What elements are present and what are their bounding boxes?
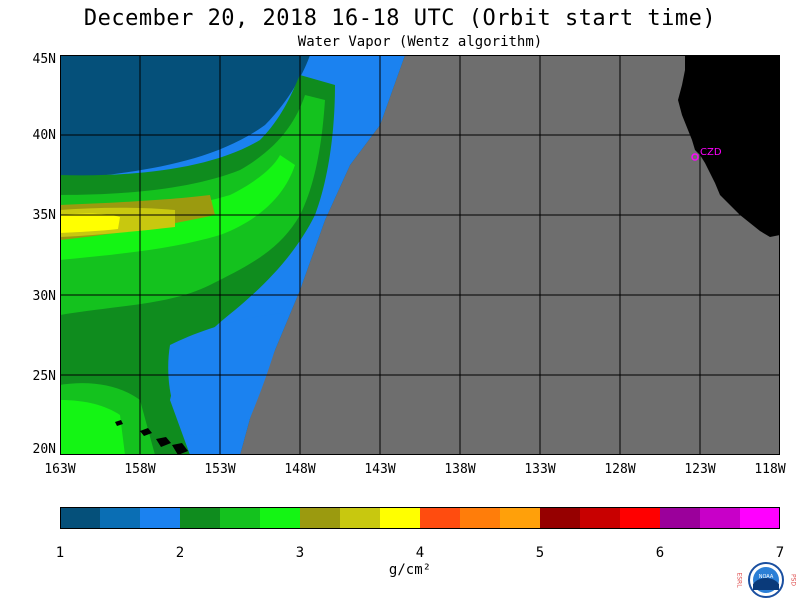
lon-label-158w: 158W [124, 462, 156, 477]
colorbar-swatch [220, 507, 261, 529]
water-vapor-map: CZD [60, 55, 780, 455]
colorbar-swatch [340, 507, 381, 529]
lon-label-163w: 163W [44, 462, 76, 477]
wv-region-south-lime [60, 400, 125, 455]
lon-label-143w: 143W [364, 462, 396, 477]
lat-label-30n: 30N [32, 289, 56, 304]
colorbar-swatch [740, 507, 780, 529]
colorbar-swatch [500, 507, 541, 529]
lon-label-123w: 123W [684, 462, 716, 477]
lat-label-20n: 20N [32, 442, 56, 457]
lon-label-138w: 138W [444, 462, 476, 477]
lon-label-148w: 148W [284, 462, 316, 477]
psd-letters: PSD [790, 574, 797, 586]
colorbar [60, 507, 780, 529]
map-frame [60, 55, 780, 455]
colorbar-tick-4: 4 [415, 545, 425, 561]
esrl-letters: ESRL [736, 572, 743, 588]
colorbar-swatches [60, 507, 780, 529]
colorbar-swatch [700, 507, 741, 529]
colorbar-swatch [380, 507, 421, 529]
colorbar-tick-3: 3 [295, 545, 305, 561]
colorbar-tick-1: 1 [55, 545, 65, 561]
colorbar-swatch [540, 507, 581, 529]
colorbar-units: g/cm² [388, 562, 432, 578]
map-title: December 20, 2018 16-18 UTC (Orbit start… [83, 6, 717, 31]
lat-label-40n: 40N [32, 128, 56, 143]
wv-region-yellow [60, 213, 120, 233]
colorbar-tick-7: 7 [775, 545, 785, 561]
lon-label-153w: 153W [204, 462, 236, 477]
noaa-esrl-logo: NOAA ESRL PSD [736, 562, 797, 598]
lon-label-128w: 128W [604, 462, 636, 477]
colorbar-swatch [420, 507, 461, 529]
lon-label-118w: 118W [754, 462, 786, 477]
colorbar-tick-6: 6 [655, 545, 665, 561]
colorbar-swatch [260, 507, 301, 529]
colorbar-swatch [580, 507, 621, 529]
graticule [60, 55, 780, 455]
colorbar-swatch [460, 507, 501, 529]
colorbar-swatch [660, 507, 701, 529]
noaa-logo-center-text: NOAA [759, 574, 774, 580]
colorbar-swatch [60, 507, 101, 529]
colorbar-tick-2: 2 [175, 545, 185, 561]
colorbar-swatch [100, 507, 141, 529]
colorbar-swatch [620, 507, 661, 529]
lat-label-25n: 25N [32, 369, 56, 384]
colorbar-swatch [140, 507, 181, 529]
north-america-land [678, 55, 780, 237]
map-subtitle: Water Vapor (Wentz algorithm) [297, 34, 543, 50]
lat-label-35n: 35N [32, 208, 56, 223]
colorbar-swatch [300, 507, 341, 529]
wv-region-blue-pocket [168, 313, 285, 435]
lat-label-45n: 45N [32, 52, 56, 67]
station-label: CZD [700, 147, 722, 158]
colorbar-frame [60, 507, 780, 529]
colorbar-swatch [180, 507, 221, 529]
station-marker [691, 153, 699, 161]
hawaii-islands [115, 420, 188, 455]
colorbar-tick-5: 5 [535, 545, 545, 561]
lon-label-133w: 133W [524, 462, 556, 477]
